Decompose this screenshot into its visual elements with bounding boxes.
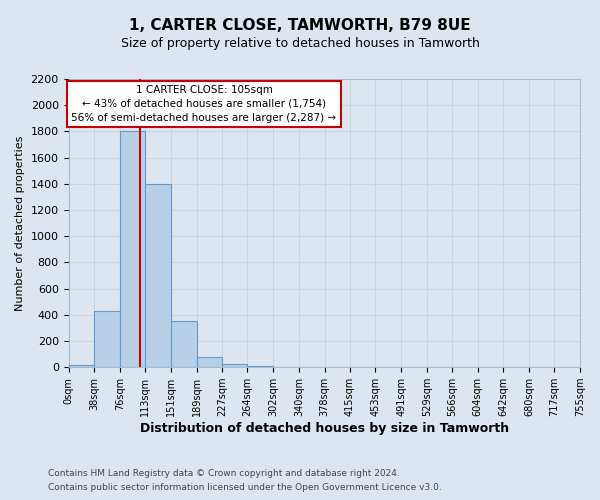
Text: Contains public sector information licensed under the Open Government Licence v3: Contains public sector information licen…	[48, 484, 442, 492]
Bar	[120, 132, 145, 367]
Text: 1, CARTER CLOSE, TAMWORTH, B79 8UE: 1, CARTER CLOSE, TAMWORTH, B79 8UE	[129, 18, 471, 32]
Bar	[145, 184, 171, 367]
Bar	[197, 358, 223, 367]
Text: 1 CARTER CLOSE: 105sqm
← 43% of detached houses are smaller (1,754)
56% of semi-: 1 CARTER CLOSE: 105sqm ← 43% of detached…	[71, 85, 337, 123]
Bar	[223, 364, 247, 367]
Text: Contains HM Land Registry data © Crown copyright and database right 2024.: Contains HM Land Registry data © Crown c…	[48, 468, 400, 477]
Y-axis label: Number of detached properties: Number of detached properties	[15, 136, 25, 311]
Text: Size of property relative to detached houses in Tamworth: Size of property relative to detached ho…	[121, 38, 479, 51]
Bar	[68, 364, 94, 367]
X-axis label: Distribution of detached houses by size in Tamworth: Distribution of detached houses by size …	[140, 422, 509, 435]
Bar	[171, 322, 197, 367]
Bar	[94, 311, 120, 367]
Bar	[247, 366, 273, 367]
